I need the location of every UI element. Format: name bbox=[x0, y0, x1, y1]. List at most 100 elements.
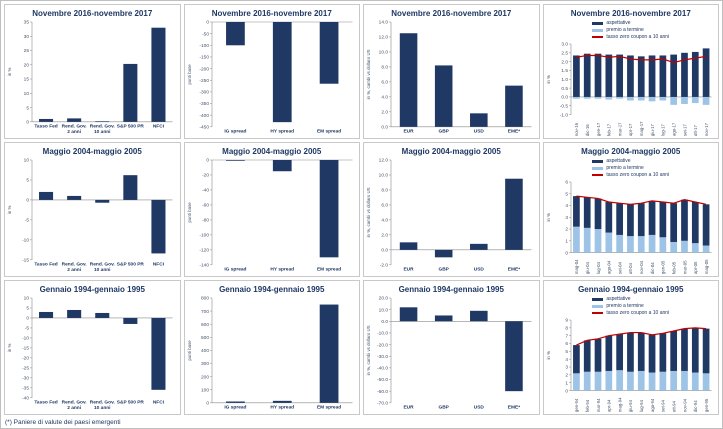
chart-plot: -70.0 -60.0 -50.0 -40.0 -30.0 -20.0 -10.0 0.0 10… bbox=[366, 296, 532, 411]
svg-text:25: 25 bbox=[24, 48, 30, 54]
legend-label: premio a termine bbox=[606, 164, 644, 171]
svg-text:Rend. Gov.: Rend. Gov. bbox=[90, 400, 115, 406]
svg-text:0: 0 bbox=[26, 198, 29, 204]
svg-text:6: 6 bbox=[565, 180, 568, 186]
svg-text:NFCI: NFCI bbox=[153, 124, 165, 130]
svg-text:Rend. Gov.: Rend. Gov. bbox=[90, 262, 115, 268]
svg-text:5: 5 bbox=[26, 105, 29, 111]
svg-text:-20: -20 bbox=[202, 173, 209, 179]
chart-legend: aspettative premio a termine tasso zero … bbox=[592, 20, 669, 40]
svg-text:feb-94: feb-94 bbox=[585, 400, 590, 413]
svg-text:ago-94: ago-94 bbox=[649, 399, 654, 413]
svg-text:HY spread: HY spread bbox=[270, 129, 294, 135]
svg-text:-80: -80 bbox=[202, 218, 209, 224]
chart-title: Gennaio 1994-gennaio 1995 bbox=[219, 285, 325, 294]
svg-text:5: 5 bbox=[26, 178, 29, 184]
svg-text:500: 500 bbox=[200, 335, 208, 341]
svg-text:gen-95: gen-95 bbox=[703, 399, 708, 413]
svg-text:-120: -120 bbox=[199, 248, 209, 254]
svg-text:5: 5 bbox=[565, 192, 568, 198]
svg-text:-5: -5 bbox=[25, 326, 30, 332]
svg-text:ago-17: ago-17 bbox=[671, 123, 676, 137]
svg-text:NFCI: NFCI bbox=[153, 400, 165, 406]
legend-label: tasso zero coupon a 10 anni bbox=[606, 33, 670, 40]
legend-item-tasso: tasso zero coupon a 10 anni bbox=[592, 310, 669, 317]
chart-plot: -140 -120 -100 -80 -60 -40 -20 0 IG spread HY spr… bbox=[187, 158, 352, 273]
svg-text:1: 1 bbox=[565, 239, 568, 245]
svg-text:lug-17: lug-17 bbox=[660, 124, 665, 137]
svg-text:1: 1 bbox=[565, 381, 568, 387]
svg-text:ott-17: ott-17 bbox=[693, 125, 698, 137]
svg-text:10.0: 10.0 bbox=[379, 50, 389, 56]
svg-text:mag-94: mag-94 bbox=[617, 397, 622, 412]
svg-text:EUR: EUR bbox=[403, 405, 414, 411]
chart-panel-r2-decomposition: Maggio 2004-maggio 2005 aspettative prem… bbox=[542, 142, 719, 277]
footnote: (*) Paniere di valute dei paesi emergent… bbox=[5, 419, 121, 426]
chart-title: Novembre 2016-novembre 2017 bbox=[211, 9, 332, 18]
svg-text:mar-94: mar-94 bbox=[595, 398, 600, 412]
svg-text:set-94: set-94 bbox=[660, 400, 665, 413]
legend-item-tasso: tasso zero coupon a 10 anni bbox=[592, 34, 669, 41]
svg-text:dic-94: dic-94 bbox=[693, 400, 698, 412]
chart-plot: -450 -400 -350 -300 -250 -200 -150 -100 -50 0 IG s… bbox=[187, 20, 352, 135]
svg-text:nov-16: nov-16 bbox=[574, 123, 579, 137]
svg-text:2: 2 bbox=[565, 373, 568, 379]
svg-text:4: 4 bbox=[565, 204, 568, 210]
dark-bar-swatch-icon bbox=[592, 298, 604, 302]
svg-text:EM spread: EM spread bbox=[316, 129, 340, 135]
svg-text:4.0: 4.0 bbox=[381, 218, 388, 224]
svg-text:35: 35 bbox=[24, 20, 30, 26]
svg-text:10: 10 bbox=[24, 91, 30, 97]
svg-text:Tasso Fed: Tasso Fed bbox=[34, 400, 57, 406]
svg-text:punti base: punti base bbox=[187, 64, 192, 85]
svg-text:ott-04: ott-04 bbox=[628, 263, 633, 275]
svg-text:10 anni: 10 anni bbox=[94, 405, 111, 411]
svg-text:IG spread: IG spread bbox=[224, 267, 246, 273]
svg-text:mar-05: mar-05 bbox=[682, 260, 687, 274]
svg-text:20.0: 20.0 bbox=[379, 296, 389, 302]
svg-text:gen-05: gen-05 bbox=[660, 261, 665, 275]
svg-text:feb-17: feb-17 bbox=[606, 124, 611, 137]
svg-text:14.0: 14.0 bbox=[379, 20, 389, 26]
svg-text:EM spread: EM spread bbox=[316, 267, 340, 273]
svg-text:-30.0: -30.0 bbox=[377, 354, 388, 360]
legend-item-premio: premio a termine bbox=[592, 165, 669, 172]
svg-text:ott-94: ott-94 bbox=[671, 401, 676, 413]
svg-text:0: 0 bbox=[206, 401, 209, 407]
svg-text:-350: -350 bbox=[199, 101, 209, 107]
svg-text:30: 30 bbox=[24, 34, 30, 40]
svg-text:USD: USD bbox=[474, 129, 485, 135]
svg-text:-400: -400 bbox=[199, 113, 209, 119]
chart-legend: aspettative premio a termine tasso zero … bbox=[592, 158, 669, 178]
svg-text:-300: -300 bbox=[199, 90, 209, 96]
chart-plot: -2.0 0.0 2.0 4.0 6.0 8.0 10.0 12.0 EUR GBP USD EME*… bbox=[366, 158, 532, 273]
svg-text:100: 100 bbox=[200, 388, 208, 394]
chart-panel-r3-decomposition: Gennaio 1994-gennaio 1995 aspettative pr… bbox=[542, 280, 719, 415]
svg-text:12.0: 12.0 bbox=[379, 35, 389, 41]
svg-text:in %: in % bbox=[546, 213, 551, 222]
svg-text:-450: -450 bbox=[199, 125, 209, 131]
light-bar-swatch-icon bbox=[592, 28, 604, 32]
svg-text:0: 0 bbox=[26, 316, 29, 322]
svg-text:lug-94: lug-94 bbox=[639, 400, 644, 413]
svg-text:10 anni: 10 anni bbox=[94, 129, 111, 135]
svg-text:-50: -50 bbox=[202, 32, 209, 38]
dark-bar-swatch-icon bbox=[592, 160, 604, 164]
svg-text:S&P 500 PR: S&P 500 PR bbox=[117, 262, 145, 268]
svg-text:S&P 500 PR: S&P 500 PR bbox=[117, 124, 145, 130]
svg-text:400: 400 bbox=[200, 348, 208, 354]
svg-text:EME*: EME* bbox=[508, 129, 520, 135]
light-bar-swatch-icon bbox=[592, 166, 604, 170]
svg-text:-35: -35 bbox=[22, 386, 29, 392]
svg-text:GBP: GBP bbox=[438, 267, 449, 273]
svg-text:mag-05: mag-05 bbox=[703, 259, 708, 274]
svg-text:Rend. Gov.: Rend. Gov. bbox=[90, 124, 115, 130]
svg-text:Rend. Gov.: Rend. Gov. bbox=[62, 262, 87, 268]
chart-panel-r3-fx: Gennaio 1994-gennaio 1995 -70.0 -60.0 -50.… bbox=[363, 280, 540, 415]
legend-label: premio a termine bbox=[606, 26, 644, 33]
chart-panel-r3-spreads: Gennaio 1994-gennaio 1995 0 100 200 300 400 5… bbox=[183, 280, 360, 415]
svg-text:IG spread: IG spread bbox=[224, 405, 246, 411]
svg-text:-40: -40 bbox=[22, 396, 29, 402]
svg-text:Tasso Fed: Tasso Fed bbox=[34, 262, 57, 268]
